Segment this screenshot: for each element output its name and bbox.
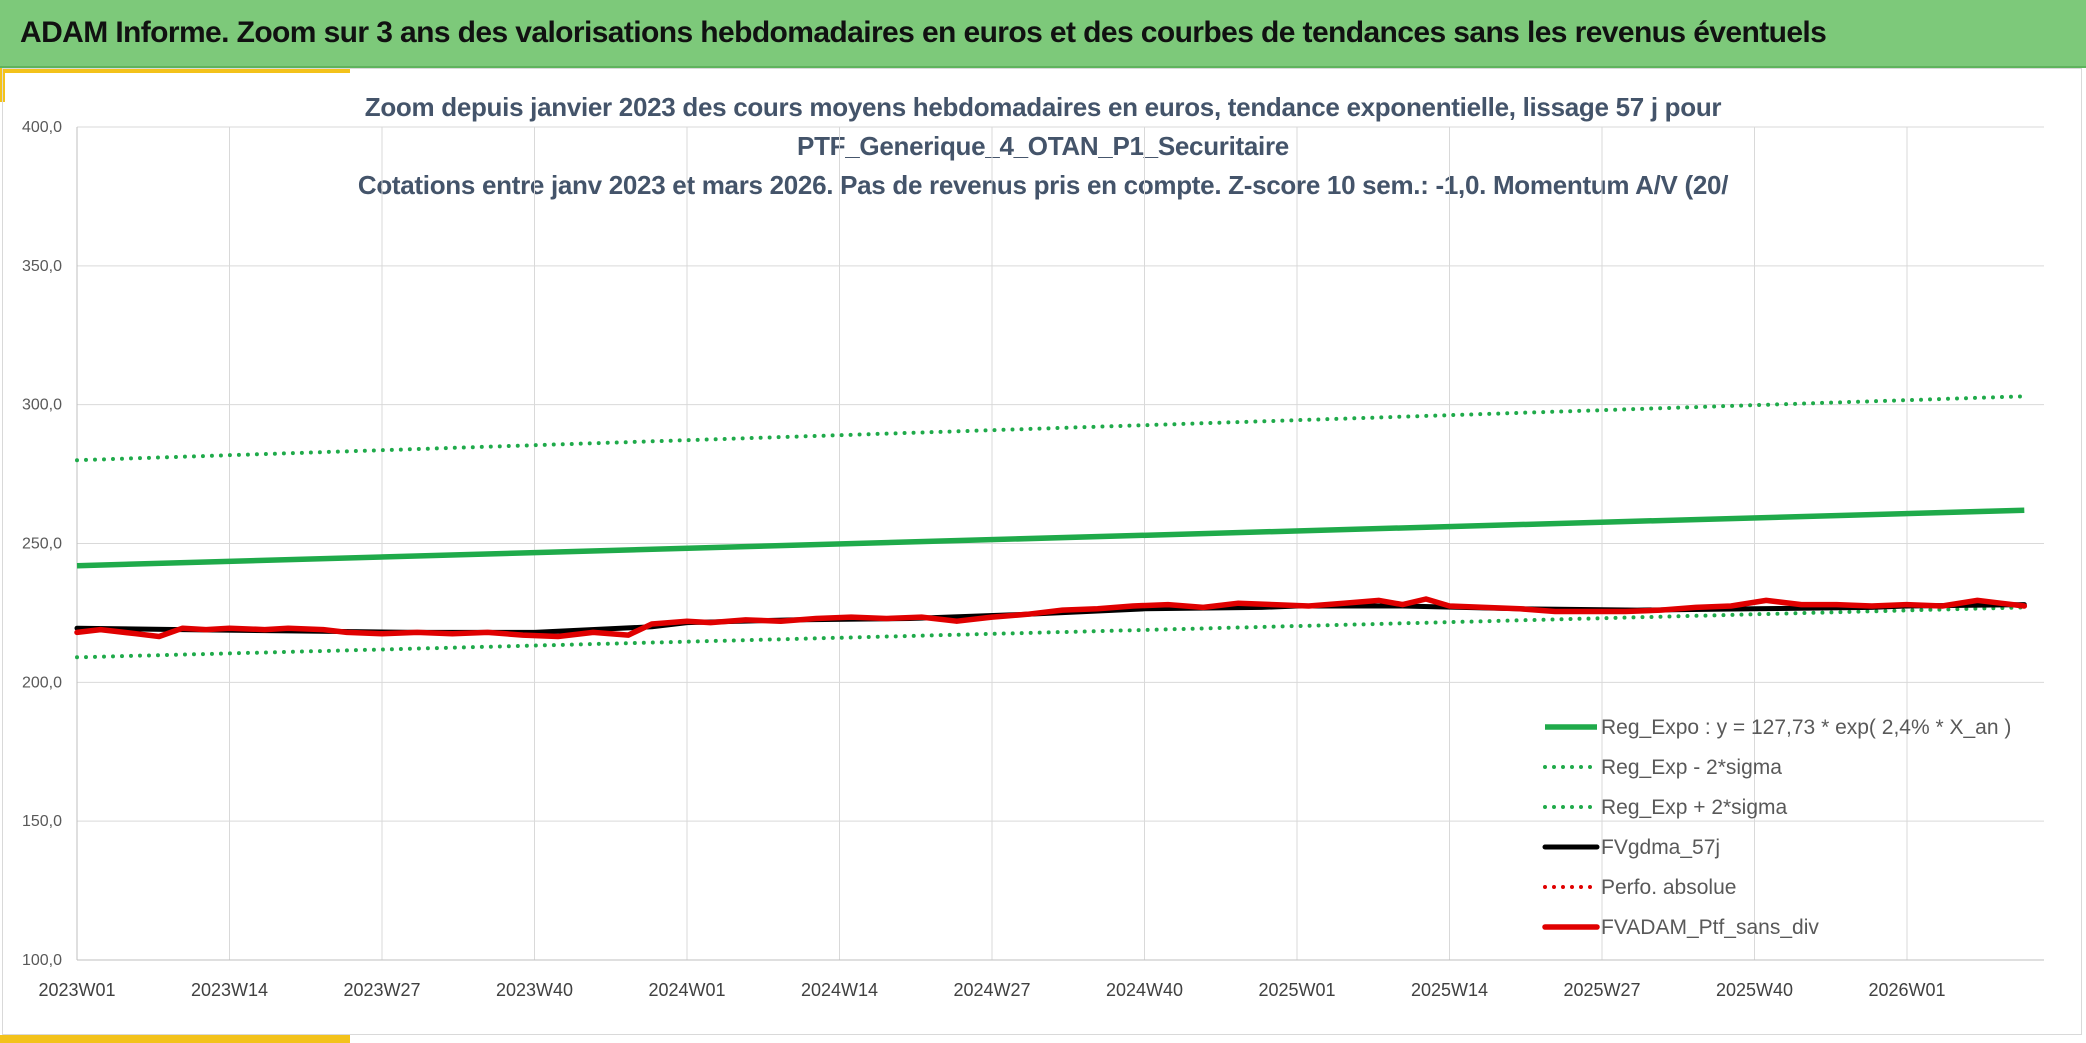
series-lines: [74, 394, 2028, 660]
series-line-1: [75, 605, 2027, 660]
gridlines: [76, 126, 2044, 961]
legend-label: Reg_Exp + 2*sigma: [1601, 796, 1788, 819]
x-tick-label: 2023W40: [496, 980, 573, 1000]
x-tick-label: 2023W27: [343, 980, 420, 1000]
chart-title-line-1: Zoom depuis janvier 2023 des cours moyen…: [364, 92, 1722, 122]
x-tick-label: 2024W40: [1106, 980, 1183, 1000]
x-tick-label: 2024W14: [801, 980, 878, 1000]
page-title: ADAM Informe. Zoom sur 3 ans des valoris…: [20, 16, 1827, 49]
y-tick-label: 400,0: [22, 119, 62, 136]
legend-label: Reg_Exp - 2*sigma: [1601, 756, 1782, 779]
legend-label: FVADAM_Ptf_sans_div: [1601, 916, 1819, 939]
axes: 400,0 350,0 300,0 250,0 200,0 150,0 100,0 2023W…: [22, 119, 2044, 1000]
y-tick-label: 200,0: [22, 674, 62, 691]
x-tick-label: 2025W27: [1563, 980, 1640, 1000]
series-line-2: [75, 394, 2027, 463]
x-tick-label: 2025W14: [1411, 980, 1488, 1000]
y-tick-label: 300,0: [22, 397, 62, 414]
legend: Reg_Expo : y = 127,73 * exp( 2,4% * X_an…: [1542, 716, 2011, 939]
header-banner: ADAM Informe. Zoom sur 3 ans des valoris…: [0, 0, 2086, 68]
legend-label: Reg_Expo : y = 127,73 * exp( 2,4% * X_an…: [1601, 716, 2011, 739]
y-tick-label: 250,0: [22, 536, 62, 553]
chart-title-line-3: Cotations entre janv 2023 et mars 2026. …: [357, 170, 1729, 200]
y-tick-label: 350,0: [22, 258, 62, 275]
x-tick-label: 2024W01: [648, 980, 725, 1000]
y-tick-label: 100,0: [22, 952, 62, 969]
series-line-0: [76, 507, 2025, 569]
accent-bar-bottom: [0, 1035, 350, 1043]
x-tick-label: 2023W14: [191, 980, 268, 1000]
x-tick-label: 2025W40: [1716, 980, 1793, 1000]
legend-label: Perfo. absolue: [1601, 876, 1736, 899]
x-tick-label: 2023W01: [38, 980, 115, 1000]
chart-title-line-2: PTF_Generique_4_OTAN_P1_Securitaire: [797, 131, 1289, 161]
legend-label: FVgdma_57j: [1601, 836, 1720, 859]
series-line-5: [74, 596, 2028, 640]
chart-frame: [2, 68, 2082, 1035]
x-tick-label: 2025W01: [1258, 980, 1335, 1000]
accent-bar-top: [0, 68, 350, 73]
x-tick-label: 2024W27: [953, 980, 1030, 1000]
x-tick-label: 2026W01: [1868, 980, 1945, 1000]
y-tick-label: 150,0: [22, 813, 62, 830]
